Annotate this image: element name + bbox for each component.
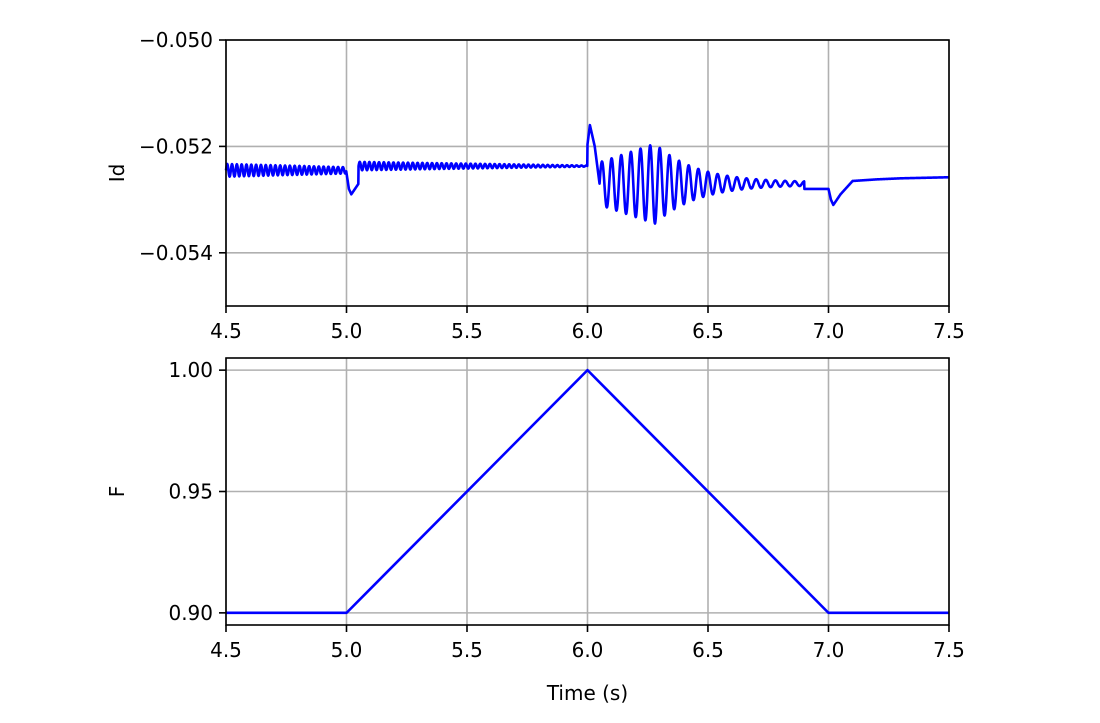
- id-subplot: 4.5 5.0 5.5 6.0 6.5 7.0 7.5 −0.050 −0.052 −0.054 I…: [105, 28, 965, 343]
- x-tick-label: 4.5: [210, 638, 242, 662]
- x-tick-label: 6.5: [692, 638, 724, 662]
- x-tick-label: 7.5: [933, 319, 965, 343]
- x-tick-label: 6.0: [572, 638, 604, 662]
- x-tick-label: 7.0: [813, 638, 845, 662]
- f-subplot: 4.5 5.0 5.5 6.0 6.5 7.0 7.5 0.90 0.95 1.00 F Time (…: [105, 357, 965, 705]
- x-tick-label: 5.0: [331, 319, 363, 343]
- x-tick-label: 5.0: [331, 638, 363, 662]
- x-tick-label: 4.5: [210, 319, 242, 343]
- x-tick-label: 6.5: [692, 319, 724, 343]
- y-tick-label: 0.95: [168, 480, 213, 504]
- x-tick-label: 5.5: [451, 638, 483, 662]
- x-tick-label: 7.5: [933, 638, 965, 662]
- y-tick-label: −0.050: [139, 28, 213, 52]
- x-tick-label: 7.0: [813, 319, 845, 343]
- series-line: [226, 368, 949, 615]
- series-line: [224, 123, 951, 225]
- x-axis-label: Time (s): [546, 681, 628, 705]
- y-tick-label: 0.90: [168, 601, 213, 625]
- y-axis-label: Id: [105, 164, 129, 183]
- x-tick-label: 5.5: [451, 319, 483, 343]
- y-axis-label: F: [105, 486, 129, 498]
- y-tick-label: 1.00: [168, 358, 213, 382]
- x-tick-label: 6.0: [572, 319, 604, 343]
- y-tick-label: −0.052: [139, 134, 213, 158]
- y-tick-label: −0.054: [139, 241, 213, 265]
